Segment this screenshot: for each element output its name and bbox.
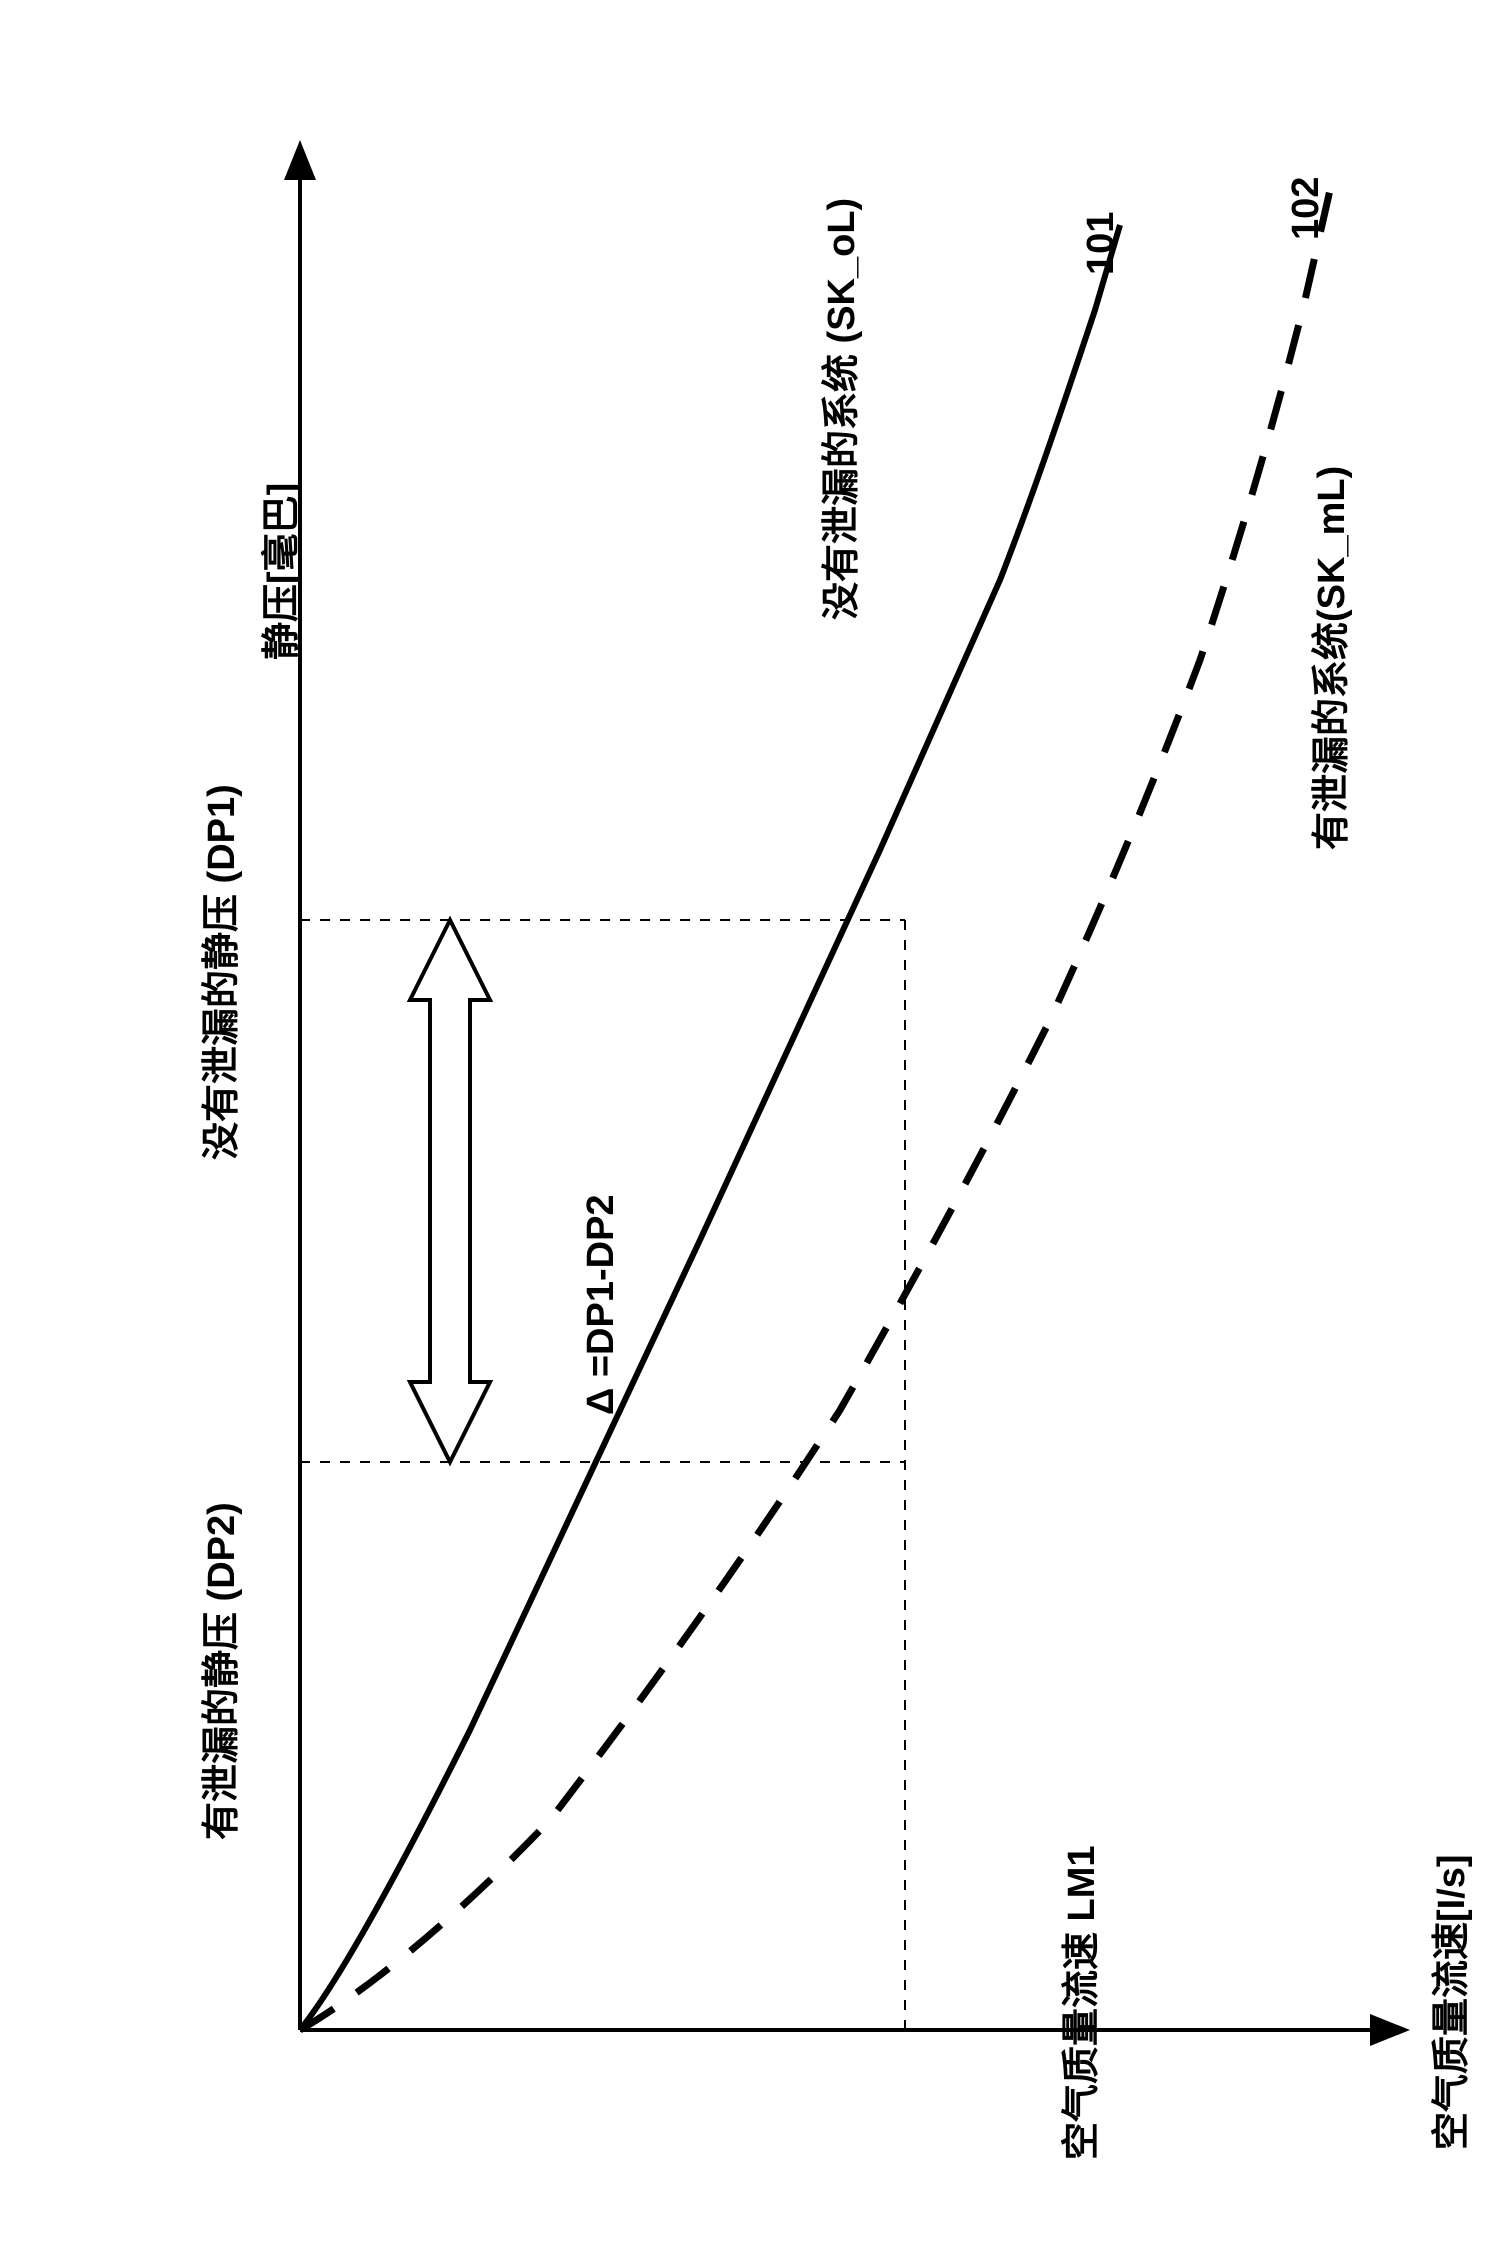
delta-label: Δ =DP1-DP2: [580, 1194, 623, 1415]
chart-svg: [50, 50, 1443, 2213]
chart-container: 静压[毫巴] 没有泄漏的静压 (DP1) 有泄漏的静压 (DP2) Δ =DP1…: [50, 50, 1443, 2213]
lm1-label: 空气质量流速 LM1: [1050, 1845, 1105, 2160]
y-axis-label: 静压[毫巴]: [250, 483, 305, 660]
x-axis-label: 空气质量流速[I/s]: [1420, 1854, 1475, 2150]
sk-ml-label: 有泄漏的系统(SK_mL): [1300, 466, 1355, 850]
curve-102-label: 102: [1285, 177, 1328, 240]
sk-ol-label: 没有泄漏的系统 (SK_oL): [810, 198, 865, 620]
y-axis-arrow: [284, 140, 316, 180]
dp2-label: 有泄漏的静压 (DP2): [190, 1502, 245, 1840]
dp1-label: 没有泄漏的静压 (DP1): [190, 784, 245, 1160]
x-axis-arrow: [1370, 2014, 1410, 2046]
curve-101-label: 101: [1080, 212, 1123, 275]
curve-no-leak: [300, 225, 1120, 2030]
delta-arrow: [410, 920, 490, 1462]
